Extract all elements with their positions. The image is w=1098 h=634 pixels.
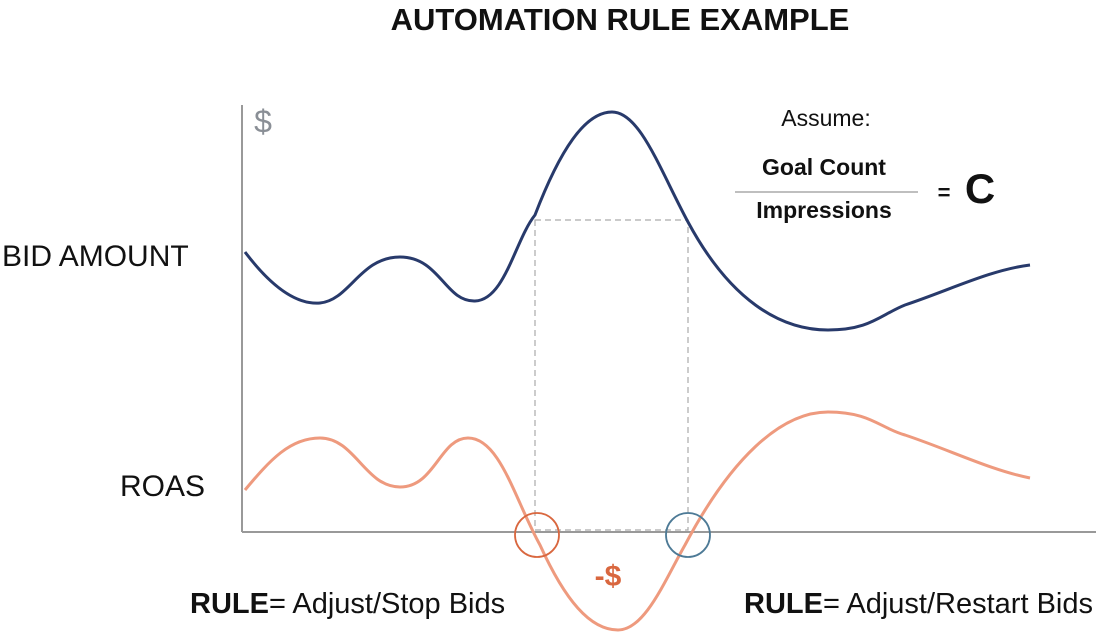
denominator: Impressions (756, 197, 892, 223)
rule-restart: RULE= Adjust/Restart Bids (744, 588, 1093, 620)
bid-label: BID AMOUNT (2, 240, 189, 273)
result: C (965, 165, 995, 212)
roas-label: ROAS (120, 470, 205, 503)
rule-text: = Adjust/Stop Bids (269, 588, 505, 620)
rule-stop: RULE= Adjust/Stop Bids (190, 588, 505, 620)
loss-label: -$ (595, 560, 622, 593)
rule-keyword: RULE (744, 588, 823, 620)
stop-marker (514, 512, 560, 558)
roas-curve (243, 410, 1031, 632)
assume-label: Assume: (781, 105, 870, 131)
rule-text: = Adjust/Restart Bids (823, 588, 1093, 620)
rule-keyword: RULE (190, 588, 269, 620)
restart-marker (665, 512, 711, 558)
numerator: Goal Count (762, 154, 886, 180)
title: AUTOMATION RULE EXAMPLE (391, 2, 850, 37)
dashed-box (534, 219, 689, 531)
equals: = (938, 180, 951, 205)
y-symbol: $ (254, 103, 272, 139)
bid-curve (243, 110, 1031, 332)
